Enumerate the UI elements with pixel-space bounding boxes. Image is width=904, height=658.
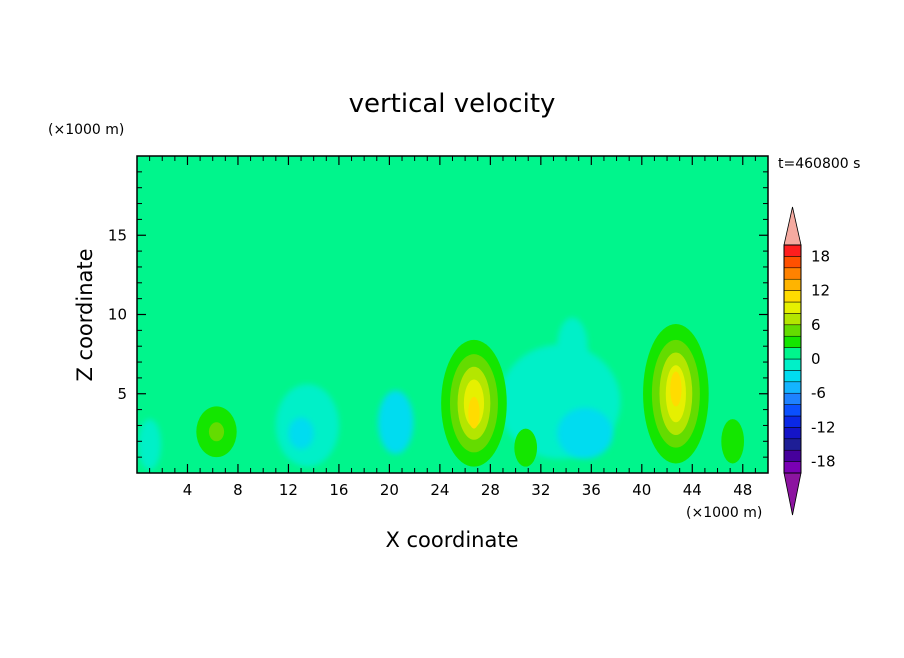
- colorbar-segment: [783, 461, 802, 474]
- updraft-core-west-level-4: [468, 396, 480, 429]
- y-axis-label: Z coordinate: [73, 248, 97, 381]
- colorbar-segment: [783, 381, 802, 394]
- colorbar-segment: [783, 256, 802, 269]
- x-tick-label-24: 24: [430, 481, 449, 499]
- velocity-field: [137, 156, 768, 473]
- updraft-core-edge-level-0: [721, 419, 745, 464]
- x-axis-label: X coordinate: [385, 528, 518, 552]
- colorbar-segment: [783, 404, 802, 417]
- x-tick-label-8: 8: [233, 481, 243, 499]
- colorbar-segment: [783, 244, 802, 257]
- colorbar-label--6: -6: [811, 384, 826, 402]
- x-tick-label-32: 32: [531, 481, 550, 499]
- colorbar-under-arrow: [783, 472, 802, 516]
- colorbar-segment: [783, 267, 802, 280]
- y-tick-label-10: 10: [108, 306, 127, 324]
- colorbar-segment: [783, 370, 802, 383]
- colorbar-border: [783, 244, 802, 474]
- y-axis-ticks: 5 10 15: [108, 171, 768, 458]
- colorbar-over-arrow: [783, 206, 802, 246]
- updraft-core-tiny-level-0: [514, 428, 538, 467]
- colorbar-segment: [783, 278, 802, 291]
- colorbar-label-0: 0: [811, 350, 821, 368]
- time-label: t=460800 s: [778, 156, 860, 172]
- x-tick-label-44: 44: [683, 481, 702, 499]
- downdraft-upper: [557, 317, 588, 375]
- colorbar-segment: [783, 392, 802, 405]
- downdraft-west-core: [288, 417, 314, 450]
- chart-title: vertical velocity: [349, 89, 556, 119]
- colorbar-segment: [783, 427, 802, 440]
- downdraft-edge: [138, 419, 161, 470]
- x-tick-label-28: 28: [481, 481, 500, 499]
- colorbar-label-12: 12: [811, 282, 830, 300]
- downdraft-core: [557, 408, 613, 459]
- x-tick-label-20: 20: [380, 481, 399, 499]
- colorbar: 18 12 6 0 -6 -12 -18: [783, 206, 836, 516]
- x-tick-label-4: 4: [183, 481, 193, 499]
- colorbar-segment: [783, 438, 802, 451]
- colorbar-segment: [783, 347, 802, 360]
- colorbar-label-6: 6: [811, 316, 821, 334]
- colorbar-segment: [783, 335, 802, 348]
- y-tick-label-15: 15: [108, 226, 127, 244]
- x-tick-label-48: 48: [733, 481, 752, 499]
- colorbar-label--18: -18: [811, 453, 836, 471]
- colorbar-segment: [783, 301, 802, 314]
- colorbar-segment: [783, 313, 802, 326]
- x-axis-ticks: 4 8 12 16 20 24 28 32 36 40 44 48: [149, 156, 756, 499]
- y-tick-label-5: 5: [117, 385, 127, 403]
- x-tick-label-16: 16: [329, 481, 348, 499]
- colorbar-label-18: 18: [811, 247, 830, 265]
- colorbar-segment: [783, 358, 802, 371]
- colorbar-segment: [783, 449, 802, 462]
- colorbar-label--12: -12: [811, 418, 836, 436]
- updraft-core-small-level-1: [208, 422, 225, 442]
- x-tick-label-40: 40: [632, 481, 651, 499]
- y-unit-label: (×1000 m): [48, 122, 124, 138]
- x-tick-label-36: 36: [582, 481, 601, 499]
- colorbar-segment: [783, 415, 802, 428]
- colorbar-segment: [783, 290, 802, 303]
- colorbar-segment: [783, 324, 802, 337]
- x-tick-label-12: 12: [279, 481, 298, 499]
- updraft-core-east-level-4: [670, 371, 682, 407]
- x-unit-label: (×1000 m): [686, 505, 762, 521]
- downdraft-west-small: [378, 390, 414, 454]
